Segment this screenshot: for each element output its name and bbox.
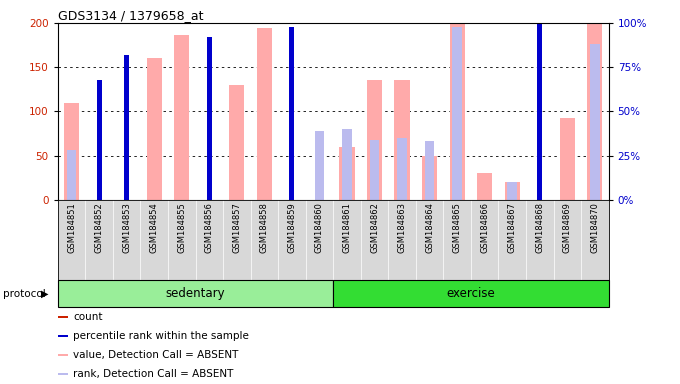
Bar [290,70,294,200]
Bar [58,316,68,318]
Bar [590,44,600,200]
Text: GSM184854: GSM184854 [150,202,158,253]
Text: GSM184853: GSM184853 [122,202,131,253]
Bar [367,79,382,200]
Bar [370,140,379,200]
Bar [507,182,517,200]
Text: GSM184859: GSM184859 [288,202,296,253]
Bar [333,280,609,307]
Text: GSM184864: GSM184864 [425,202,434,253]
Bar [452,26,462,200]
Text: rank, Detection Call = ABSENT: rank, Detection Call = ABSENT [73,369,233,379]
Bar [315,131,324,200]
Text: GSM184865: GSM184865 [453,202,462,253]
Text: GSM184855: GSM184855 [177,202,186,253]
Bar [537,18,542,200]
Text: ▶: ▶ [41,289,48,299]
Text: GSM184858: GSM184858 [260,202,269,253]
Text: GSM184851: GSM184851 [67,202,76,253]
Bar [147,58,162,200]
Bar [257,28,272,200]
Text: GSM184861: GSM184861 [343,202,352,253]
Bar [64,103,79,200]
Bar [97,134,101,200]
Bar [58,354,68,356]
Bar [124,55,129,200]
Text: GSM184866: GSM184866 [480,202,489,253]
Text: GSM184860: GSM184860 [315,202,324,253]
Bar [339,147,354,200]
Text: percentile rank within the sample: percentile rank within the sample [73,331,249,341]
Bar [342,129,352,200]
Text: exercise: exercise [447,287,495,300]
Bar [422,156,437,200]
Bar [449,0,464,200]
Bar [290,26,294,200]
Text: GSM184862: GSM184862 [370,202,379,253]
Text: GSM184857: GSM184857 [233,202,241,253]
Bar [560,118,575,200]
Text: sedentary: sedentary [166,287,225,300]
Bar [207,37,211,200]
Text: GSM184870: GSM184870 [590,202,599,253]
Bar [58,280,333,307]
Text: GSM184868: GSM184868 [535,202,544,253]
Text: GSM184869: GSM184869 [563,202,572,253]
Text: GSM184867: GSM184867 [508,202,517,253]
Text: count: count [73,312,103,322]
Bar [397,138,407,200]
Bar [229,85,244,200]
Bar [124,100,129,200]
Bar [477,173,492,200]
Bar [97,79,101,200]
Text: value, Detection Call = ABSENT: value, Detection Call = ABSENT [73,350,239,360]
Bar [537,32,542,200]
Bar [174,35,189,200]
Bar [58,335,68,337]
Bar [588,2,602,200]
Bar [394,79,409,200]
Text: GSM184856: GSM184856 [205,202,214,253]
Text: GSM184863: GSM184863 [398,202,407,253]
Text: GSM184852: GSM184852 [95,202,103,253]
Text: GDS3134 / 1379658_at: GDS3134 / 1379658_at [58,9,203,22]
Bar [505,182,520,200]
Bar [58,373,68,376]
Text: protocol: protocol [3,289,46,299]
Bar [425,141,435,200]
Bar [207,103,211,200]
Bar [67,150,76,200]
